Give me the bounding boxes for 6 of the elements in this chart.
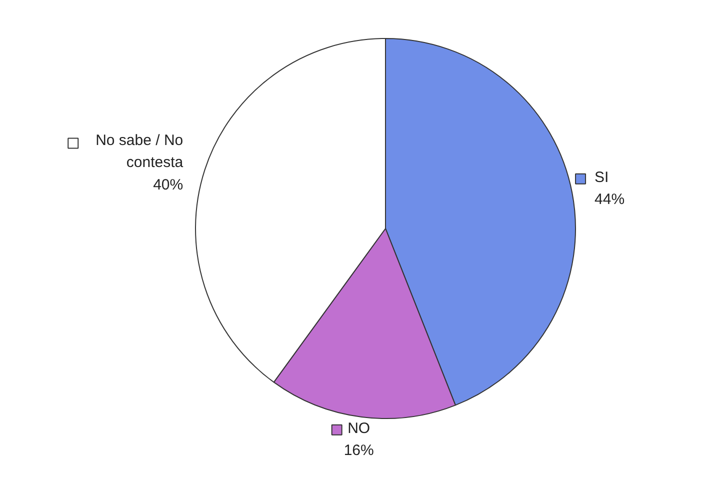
data-label: 40% [153, 176, 184, 194]
legend-label: No sabe / No contesta [96, 132, 184, 172]
data-label: 16% [344, 442, 374, 460]
data-label: 44% [594, 191, 625, 208]
legend-label: SI [594, 169, 609, 186]
legend-label: NO [348, 420, 370, 438]
